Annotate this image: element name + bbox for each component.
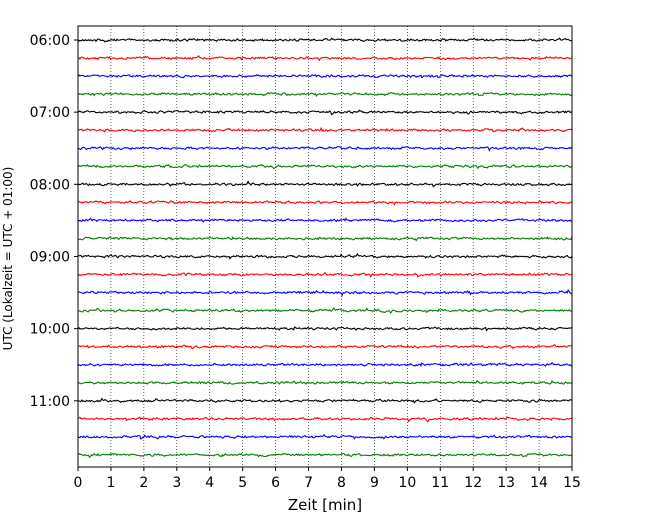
x-tick-label: 3 [172, 475, 181, 491]
trace-1045 [77, 379, 573, 385]
x-tick-label: 11 [431, 475, 449, 491]
trace-0645 [77, 91, 573, 98]
y-tick-label: 08:00 [30, 177, 70, 193]
trace-0930 [77, 289, 573, 297]
trace-0615 [77, 55, 573, 62]
x-tick-label: 7 [304, 475, 313, 491]
trace-0845 [77, 236, 573, 242]
x-tick-label: 12 [464, 475, 482, 491]
y-axis-ticks: 06:00 07:00 08:00 09:00 10:00 11:00 [30, 33, 78, 410]
trace-1145 [77, 452, 573, 459]
trace-0800 [77, 180, 573, 188]
y-tick-label: 10:00 [30, 322, 70, 338]
trace-0900 [77, 252, 573, 260]
trace-0830 [77, 217, 573, 223]
trace-1100 [77, 397, 573, 404]
x-tick-label: 10 [398, 475, 416, 491]
x-tick-label: 6 [271, 475, 280, 491]
x-tick-label: 14 [530, 475, 548, 491]
y-tick-label: 11:00 [30, 394, 70, 410]
x-axis-ticks: 0 1 2 3 4 5 6 7 8 9 10 11 12 13 14 15 [74, 467, 581, 491]
x-tick-label: 0 [74, 475, 83, 491]
trace-0715 [77, 126, 573, 133]
trace-1115 [77, 416, 573, 423]
x-tick-label: 8 [337, 475, 346, 491]
x-tick-label: 5 [238, 475, 247, 491]
plot-frame [77, 25, 573, 468]
trace-0700 [77, 109, 573, 116]
trace-1015 [77, 344, 573, 350]
trace-0730 [77, 145, 573, 152]
trace-0745 [77, 163, 573, 170]
y-tick-label: 09:00 [30, 249, 70, 265]
y-tick-label: 07:00 [30, 105, 70, 121]
x-tick-label: 9 [370, 475, 379, 491]
trace-0915 [77, 271, 573, 279]
x-tick-label: 15 [563, 475, 581, 491]
trace-1030 [77, 361, 573, 367]
x-tick-label: 13 [497, 475, 515, 491]
seismogram-traces [77, 37, 573, 459]
x-tick-label: 4 [205, 475, 214, 491]
y-axis-label: UTC (Lokalzeit = UTC + 01:00) [1, 167, 15, 351]
x-tick-label: 1 [106, 475, 115, 491]
trace-1130 [77, 433, 573, 440]
y-tick-label: 06:00 [30, 33, 70, 49]
trace-0815 [77, 200, 573, 206]
trace-1000 [77, 326, 573, 332]
trace-0945 [77, 307, 573, 314]
trace-0600 [77, 37, 573, 43]
x-axis-label: Zeit [min] [288, 496, 362, 514]
x-tick-label: 2 [139, 475, 148, 491]
trace-0630 [77, 73, 573, 79]
